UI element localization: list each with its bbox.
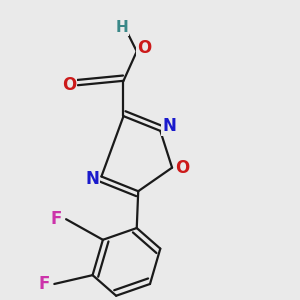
- Text: O: O: [137, 39, 151, 57]
- Text: O: O: [175, 159, 190, 177]
- Text: N: N: [162, 117, 176, 135]
- Text: O: O: [62, 76, 76, 94]
- Text: N: N: [85, 170, 100, 188]
- Text: F: F: [38, 275, 50, 293]
- Text: H: H: [116, 20, 128, 35]
- Text: F: F: [50, 210, 61, 228]
